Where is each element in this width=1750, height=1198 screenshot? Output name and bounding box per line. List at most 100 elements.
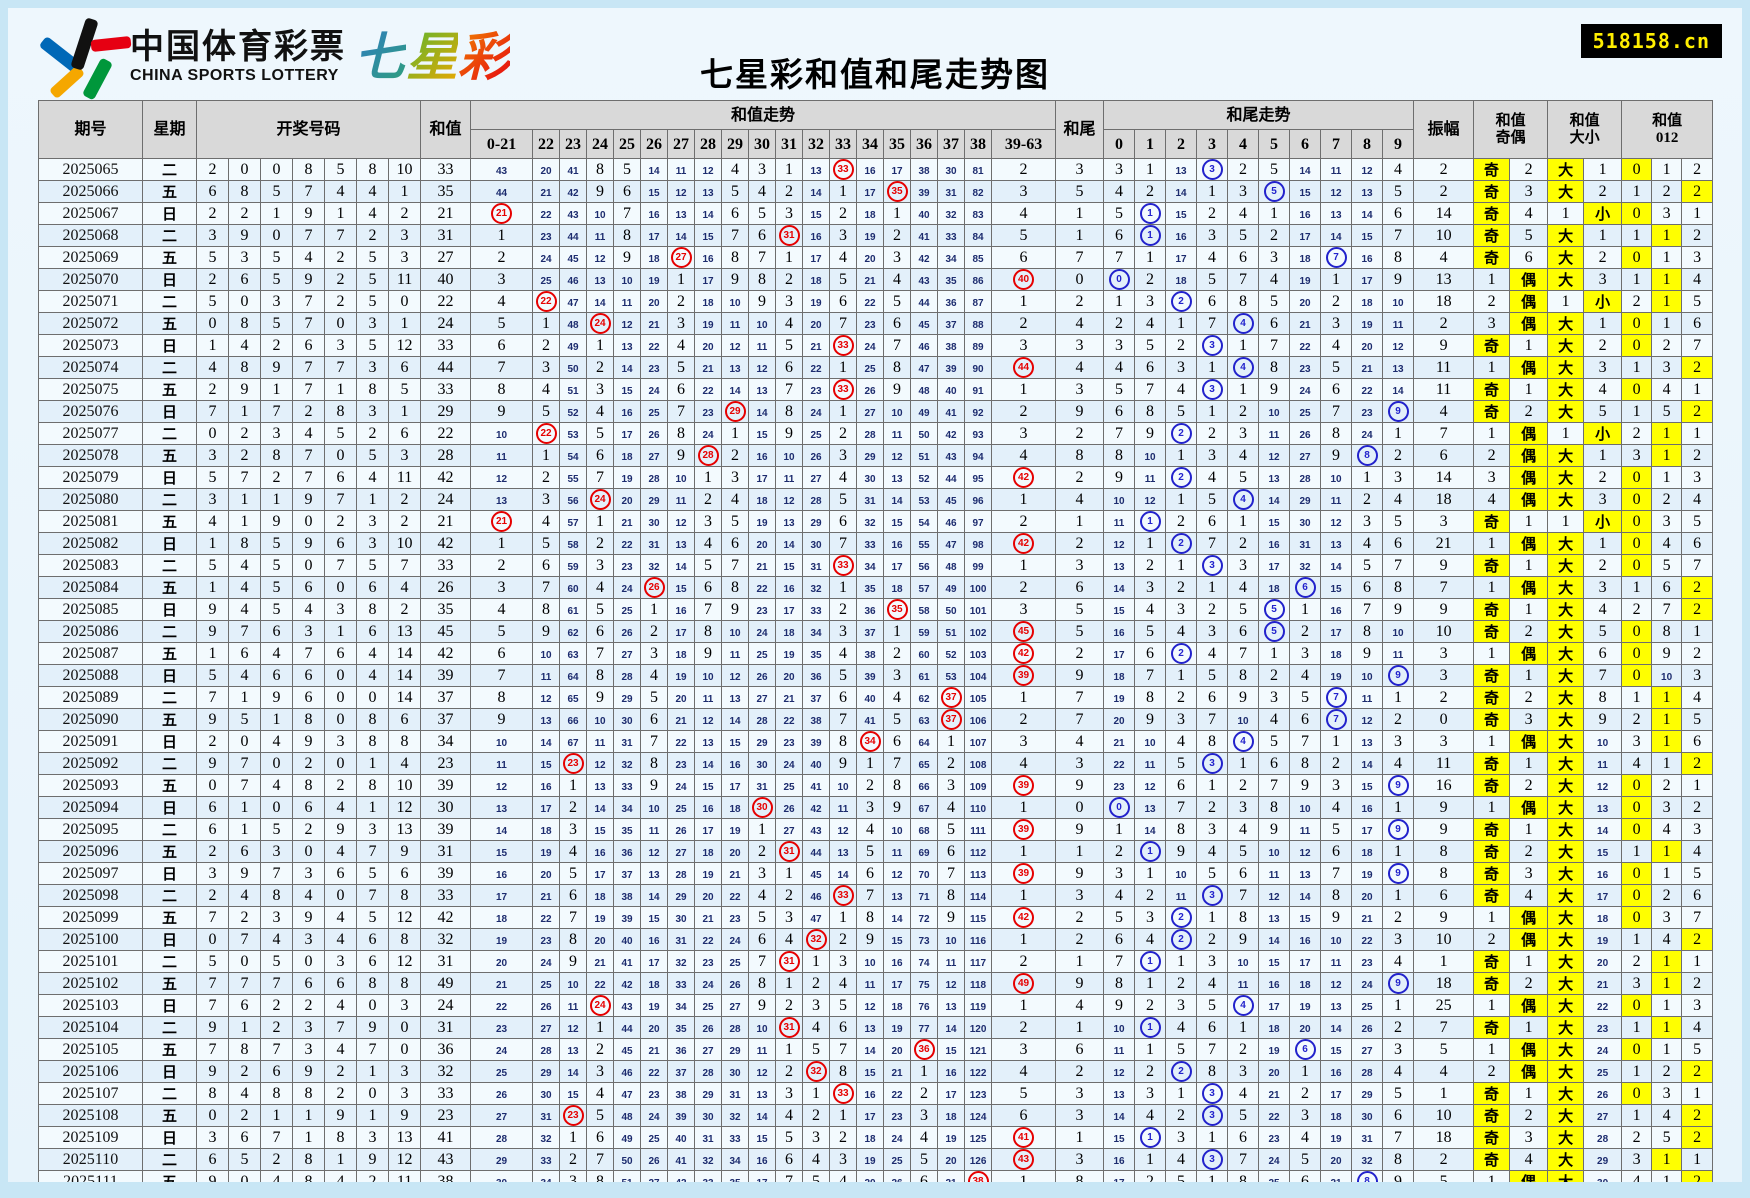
sum-cell: 42 [420,906,472,929]
sum-trend-cell: 8 [586,1170,615,1182]
draw-digit-cell: 8 [292,1170,325,1182]
sum-trend-cell: 111 [964,818,993,841]
sum-trend-cell: 44 [470,180,534,203]
sum-trend-cell: 1 [586,1016,615,1039]
draw-digit-cell: 4 [356,180,389,203]
draw-digit-cell: 1 [260,488,293,511]
sum-trend-cell: 4 [586,400,615,423]
sum-trend-cell: 4 [721,488,750,511]
sum-hit-circle: 28 [697,445,719,466]
sum-trend-cell: 2 [586,1038,615,1061]
sum-trend-cell: 12 [883,862,912,885]
table-row: 2025070 日 2 6 5 9 2 5 11 40 3 25 46 13 10 19 1 17 9 8 2 18 5 21… [38,268,1714,291]
tail-cell: 1 [1055,840,1105,863]
mod2-cell: 2 [1681,444,1714,467]
sum-hit-circle: 49 [1013,973,1035,994]
sum-trend-cell: 51 [937,620,966,643]
amplitude-cell: 13 [1413,268,1475,291]
tail-trend-cell: 19 [1289,268,1322,291]
sum-trend-cell: 1 [829,576,858,599]
sum-trend-cell: 39 [856,664,885,687]
sum-trend-cell: 10 [856,950,885,973]
sum-trend-col-header: 31 [775,129,804,159]
sum-trend-cell: 18 [748,488,777,511]
tail-trend-cell: 32 [1351,1148,1384,1171]
draw-digit-cell: 9 [196,708,229,731]
tail-trend-cell: 17 [1351,268,1384,291]
sum-trend-cell: 1 [829,400,858,423]
sum-trend-cell: 8 [470,378,534,401]
issue-cell: 2025107 [38,1082,143,1105]
tail-cell: 6 [1055,576,1105,599]
draw-digit-cell: 8 [324,400,357,423]
size-big-cell: 大 [1547,752,1585,775]
parity-even-cell: 偶 [1509,1060,1549,1083]
sum-trend-cell: 43 [470,158,534,181]
sum-trend-cell: 25 [532,268,561,291]
tail-trend-cell: 2 [1196,928,1229,951]
draw-digit-cell: 3 [356,532,389,555]
sum-hit-circle: 34 [859,731,881,752]
sum-trend-cell: 1 [775,1038,804,1061]
sum-trend-cell: 19 [694,312,723,335]
sum-trend-cell: 73 [910,928,939,951]
tail-trend-cell: 1 [1165,444,1198,467]
sum-trend-cell: 29 [856,444,885,467]
sum-trend-cell: 11 [667,158,696,181]
sum-trend-cell: 5 [775,334,804,357]
draw-digit-cell: 2 [196,158,229,181]
tail-trend-hit-cell: 2 [1165,906,1198,929]
tail-trend-cell: 20 [1289,1016,1322,1039]
sum-trend-cell: 26 [640,1148,669,1171]
sum-trend-cell: 42 [802,796,831,819]
size-small-cell: 8 [1583,686,1623,709]
sum-trend-cell: 23 [748,598,777,621]
draw-digit-cell: 4 [228,664,261,687]
size-small-cell: 5 [1583,400,1623,423]
draw-digit-cell: 6 [356,620,389,643]
sum-trend-cell: 5 [470,620,534,643]
sum-trend-cell: 3 [883,246,912,269]
amplitude-cell: 5 [1413,1170,1475,1182]
sum-trend-cell: 18 [613,444,642,467]
tail-trend-cell: 24 [1351,972,1384,995]
tail-trend-cell: 14 [1351,202,1384,225]
sum-trend-cell: 12 [667,510,696,533]
draw-digit-cell: 4 [228,884,261,907]
sum-trend-hit-cell: 42 [991,642,1057,665]
sum-trend-cell: 5 [829,488,858,511]
parity-even-cell: 偶 [1509,994,1549,1017]
sum-trend-cell: 26 [721,972,750,995]
parity-even-cell: 偶 [1509,466,1549,489]
sum-trend-cell: 33 [802,598,831,621]
sum-trend-cell: 21 [613,510,642,533]
sum-trend-cell: 8 [667,422,696,445]
tail-trend-cell: 13 [1258,906,1291,929]
tail-trend-cell: 16 [1103,620,1136,643]
tail-trend-cell: 13 [1382,356,1415,379]
draw-digit-cell: 1 [292,1104,325,1127]
sum-trend-cell: 18 [721,796,750,819]
sum-trend-cell: 8 [937,884,966,907]
sum-trend-cell: 4 [775,312,804,335]
week-cell: 五 [142,378,197,401]
sum-trend-cell: 56 [559,488,588,511]
draw-digit-cell: 3 [196,1126,229,1149]
sum-trend-cell: 1 [470,224,534,247]
tail-trend-cell: 2 [1165,576,1198,599]
draw-digit-cell: 7 [292,444,325,467]
size-small-cell: 3 [1583,576,1623,599]
tail-hit-circle: 3 [1201,555,1223,576]
tail-trend-cell: 17 [1289,950,1322,973]
sum-trend-cell: 7 [532,576,561,599]
parity-odd-cell: 奇 [1473,1104,1511,1127]
sum-trend-cell: 15 [586,818,615,841]
sum-cell: 33 [420,334,472,357]
sum-trend-col-header: 29 [721,129,750,159]
sum-trend-cell: 8 [532,598,561,621]
tail-trend-cell: 4 [1196,972,1229,995]
sum-cell: 49 [420,972,472,995]
mod2-cell: 4 [1681,840,1714,863]
tail-trend-cell: 6 [1103,928,1136,951]
sum-trend-cell: 6 [748,224,777,247]
